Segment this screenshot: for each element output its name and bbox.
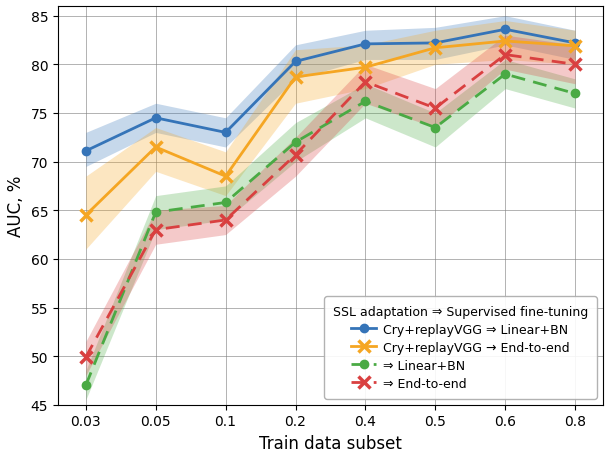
Y-axis label: AUC, %: AUC, % [7, 175, 25, 236]
Legend: Cry+replayVGG ⇒ Linear+BN, Cry+replayVGG → End-to-end, ⇒ Linear+BN, ⇒ End-to-end: Cry+replayVGG ⇒ Linear+BN, Cry+replayVGG… [324, 297, 597, 399]
X-axis label: Train data subset: Train data subset [259, 434, 402, 452]
